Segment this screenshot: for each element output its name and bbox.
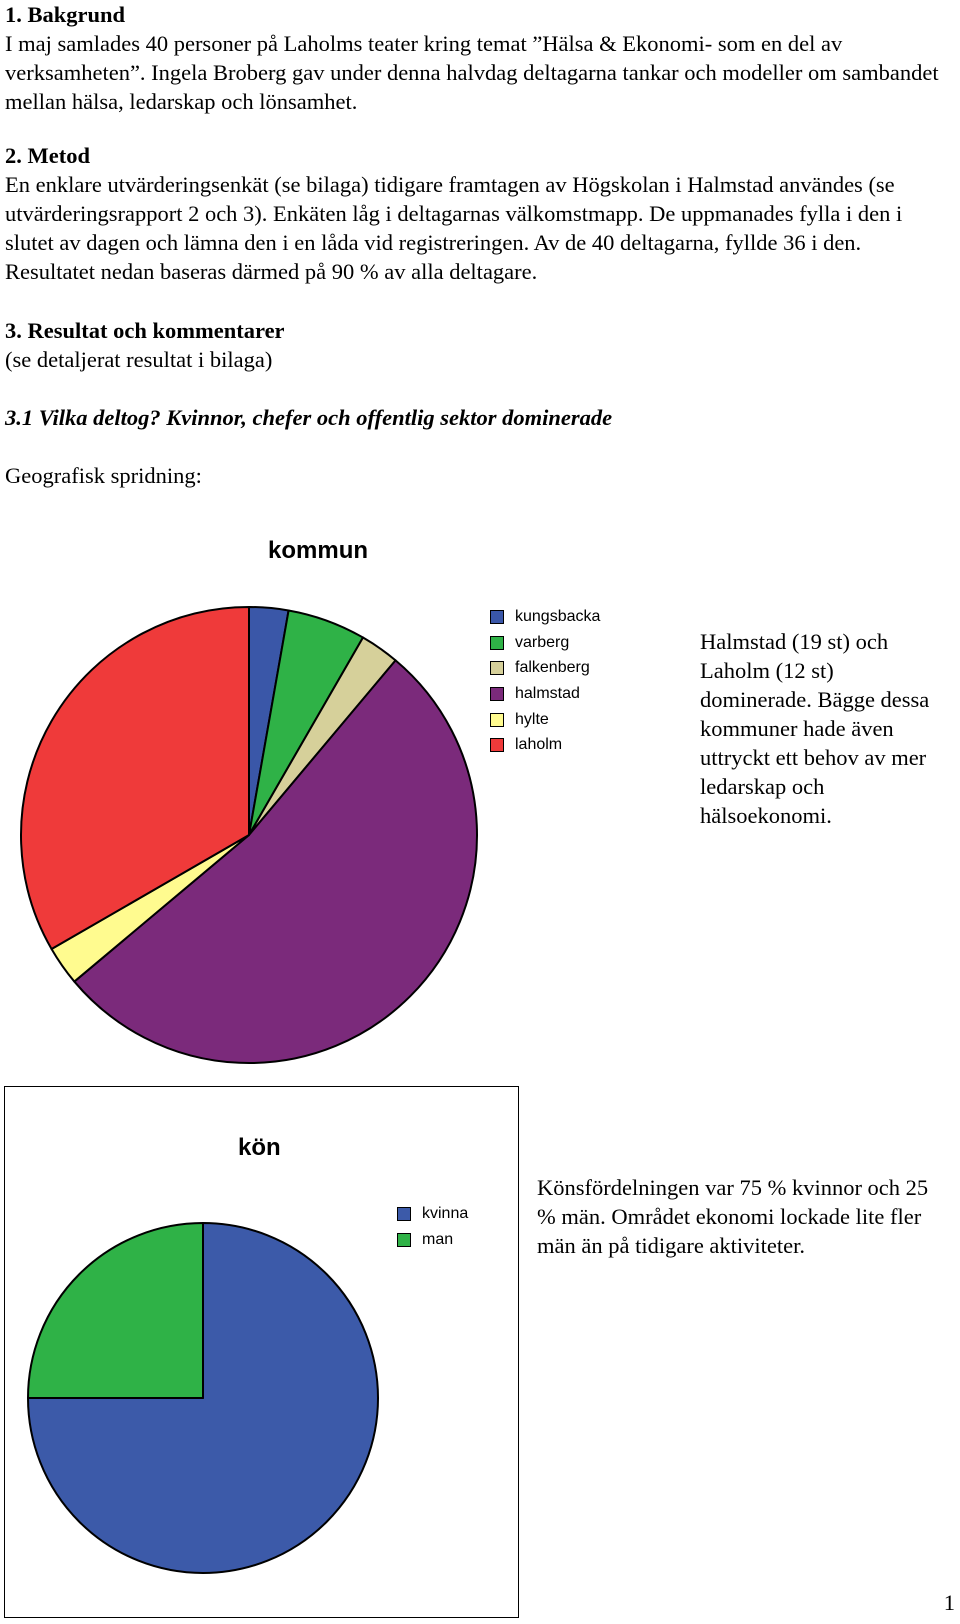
chart-title-kon: kön bbox=[238, 1134, 281, 1161]
heading-bakgrund: 1. Bakgrund bbox=[5, 2, 126, 27]
legend-item-kvinna: kvinna bbox=[397, 1201, 468, 1227]
legend-label-kvinna: kvinna bbox=[422, 1204, 469, 1222]
pie-slice-man bbox=[27, 1222, 204, 1399]
legend-label-laholm: laholm bbox=[515, 736, 563, 754]
legend-swatch-falkenberg bbox=[490, 661, 504, 676]
legend-item-falkenberg: falkenberg bbox=[490, 655, 600, 681]
legend-label-hylte: hylte bbox=[515, 710, 549, 728]
legend-swatch-laholm bbox=[490, 738, 504, 753]
legend-label-kungsbacka: kungsbacka bbox=[515, 607, 601, 625]
legend-label-falkenberg: falkenberg bbox=[515, 659, 590, 677]
chart-title-kommun: kommun bbox=[268, 537, 369, 564]
legend-label-halmstad: halmstad bbox=[515, 684, 580, 702]
section-resultat: 3. Resultat och kommentarer (se detaljer… bbox=[5, 316, 955, 374]
legend-label-man: man bbox=[422, 1230, 454, 1248]
heading-vilka-deltog: 3.1 Vilka deltog? Kvinnor, chefer och of… bbox=[5, 405, 613, 430]
paragraph-bakgrund: I maj samlades 40 personer på Laholms te… bbox=[5, 31, 939, 114]
pie-slice-halmstad bbox=[73, 659, 478, 1064]
legend-swatch-hylte bbox=[490, 712, 504, 727]
heading-resultat: 3. Resultat och kommentarer bbox=[5, 318, 285, 343]
legend-item-laholm: laholm bbox=[490, 732, 600, 758]
geo-label: Geografisk spridning: bbox=[5, 463, 202, 488]
legend-item-varberg: varberg bbox=[490, 630, 600, 656]
pie-slice-laholm bbox=[20, 606, 250, 950]
page-number: 1 bbox=[943, 1590, 955, 1615]
legend-label-varberg: varberg bbox=[515, 633, 570, 651]
legend-swatch-man bbox=[397, 1232, 411, 1247]
legend-kommun: kungsbacka varberg falkenberg halmstad h… bbox=[490, 604, 600, 758]
comment-kon: Könsfördelningen var 75 % kvinnor och 25… bbox=[537, 1175, 929, 1258]
section-vilka-deltog: 3.1 Vilka deltog? Kvinnor, chefer och of… bbox=[5, 403, 955, 432]
legend-swatch-varberg bbox=[490, 635, 504, 650]
legend-item-kungsbacka: kungsbacka bbox=[490, 604, 600, 630]
section-bakgrund: 1. Bakgrund I maj samlades 40 personer p… bbox=[5, 0, 955, 116]
legend-kon: kvinna man bbox=[397, 1201, 468, 1252]
legend-swatch-kvinna bbox=[397, 1206, 411, 1221]
paragraph-resultat: (se detaljerat resultat i bilaga) bbox=[5, 347, 273, 372]
section-metod: 2. Metod En enklare utvärderingsenkät (s… bbox=[5, 141, 955, 286]
legend-swatch-kungsbacka bbox=[490, 609, 504, 624]
paragraph-metod: En enklare utvärderingsenkät (se bilaga)… bbox=[5, 172, 903, 284]
legend-item-halmstad: halmstad bbox=[490, 681, 600, 707]
chart-frame-kon bbox=[4, 1086, 519, 1618]
legend-item-man: man bbox=[397, 1227, 468, 1253]
comment-kommun: Halmstad (19 st) och Laholm (12 st) domi… bbox=[700, 629, 930, 828]
heading-metod: 2. Metod bbox=[5, 143, 90, 168]
legend-item-hylte: hylte bbox=[490, 707, 600, 733]
legend-swatch-halmstad bbox=[490, 686, 504, 701]
